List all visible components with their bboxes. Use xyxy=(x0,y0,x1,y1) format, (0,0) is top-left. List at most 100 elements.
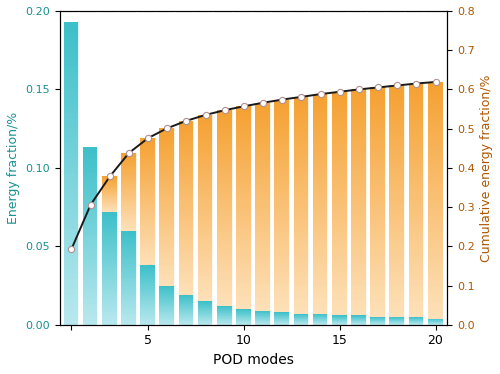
Bar xyxy=(390,101,405,105)
Bar xyxy=(178,248,194,251)
X-axis label: POD modes: POD modes xyxy=(213,353,294,367)
Bar xyxy=(140,168,156,170)
Bar xyxy=(102,298,118,300)
Bar xyxy=(121,309,137,311)
Bar xyxy=(178,193,194,196)
Bar xyxy=(121,240,137,242)
Bar xyxy=(160,157,175,160)
Bar xyxy=(64,209,80,214)
Bar xyxy=(408,313,424,317)
Bar xyxy=(102,272,118,274)
Bar xyxy=(83,295,98,298)
Bar xyxy=(121,319,137,320)
Bar xyxy=(64,67,80,73)
Bar xyxy=(294,252,310,256)
Bar xyxy=(160,286,175,287)
Bar xyxy=(408,88,424,91)
Bar xyxy=(390,105,405,108)
Bar xyxy=(198,196,214,199)
Bar xyxy=(198,319,214,320)
Bar xyxy=(83,319,98,322)
Bar xyxy=(370,164,386,168)
Bar xyxy=(64,188,80,193)
Bar xyxy=(83,183,98,186)
Bar xyxy=(255,158,271,162)
Bar xyxy=(198,322,214,323)
Bar xyxy=(217,257,232,260)
Bar xyxy=(140,319,156,320)
Bar xyxy=(428,315,444,319)
Bar xyxy=(428,161,444,165)
Bar xyxy=(83,156,98,159)
Bar xyxy=(332,308,347,312)
Bar xyxy=(178,263,194,266)
Bar xyxy=(428,117,444,122)
Bar xyxy=(390,213,405,217)
Bar xyxy=(160,128,175,131)
Bar xyxy=(274,103,290,107)
Bar xyxy=(274,266,290,270)
Bar xyxy=(160,144,175,147)
Bar xyxy=(332,211,347,215)
Bar xyxy=(198,177,214,180)
Bar xyxy=(121,256,137,257)
Bar xyxy=(160,191,175,194)
Bar xyxy=(351,153,366,157)
Bar xyxy=(102,285,118,287)
Bar xyxy=(102,259,118,261)
Bar xyxy=(102,204,118,205)
Bar xyxy=(140,312,156,313)
Bar xyxy=(121,206,137,207)
Bar xyxy=(274,294,290,298)
Bar xyxy=(178,162,194,164)
Bar xyxy=(217,286,232,289)
Bar xyxy=(198,217,214,221)
Bar xyxy=(408,232,424,235)
Bar xyxy=(64,108,80,113)
Bar xyxy=(178,237,194,240)
Bar xyxy=(198,309,214,310)
Bar xyxy=(332,178,347,181)
Bar xyxy=(255,196,271,200)
Bar xyxy=(236,160,252,164)
Bar xyxy=(160,207,175,209)
Bar xyxy=(160,289,175,290)
Bar xyxy=(351,184,366,187)
Bar xyxy=(390,313,405,317)
Bar xyxy=(351,259,366,263)
Bar xyxy=(236,123,252,126)
Bar xyxy=(121,235,137,237)
Bar xyxy=(178,144,194,147)
Bar xyxy=(102,202,118,203)
Bar xyxy=(160,254,175,257)
Bar xyxy=(255,227,271,231)
Bar xyxy=(428,105,444,110)
Bar xyxy=(255,290,271,293)
Bar xyxy=(64,229,80,234)
Bar xyxy=(294,299,310,303)
Bar xyxy=(217,205,232,208)
Bar xyxy=(408,227,424,232)
Bar xyxy=(102,198,118,199)
Bar xyxy=(351,195,366,199)
Bar xyxy=(332,203,347,207)
Bar xyxy=(64,57,80,62)
Bar xyxy=(255,304,271,307)
Bar xyxy=(408,122,424,126)
Bar xyxy=(294,263,310,267)
Bar xyxy=(312,171,328,175)
Bar xyxy=(64,93,80,98)
Bar xyxy=(121,192,137,193)
Bar xyxy=(255,307,271,311)
Bar xyxy=(370,302,386,306)
Bar xyxy=(236,167,252,171)
Bar xyxy=(351,270,366,274)
Bar xyxy=(102,212,118,214)
Bar xyxy=(102,312,118,313)
Bar xyxy=(408,83,424,88)
Bar xyxy=(217,140,232,143)
Bar xyxy=(294,111,310,115)
Bar xyxy=(102,188,118,189)
Bar xyxy=(370,114,386,118)
Bar xyxy=(312,281,328,285)
